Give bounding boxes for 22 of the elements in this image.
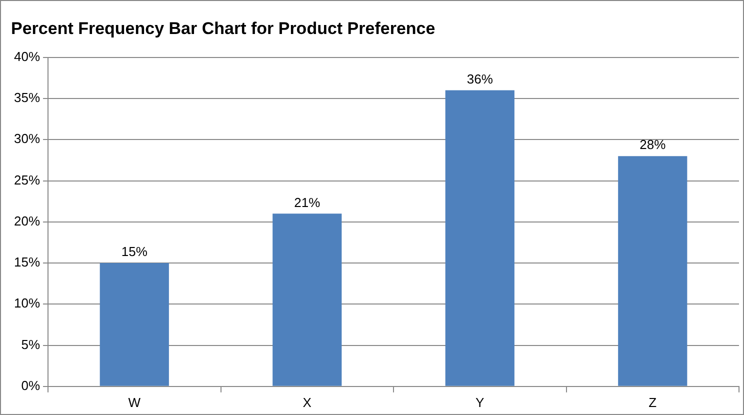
x-tick-label: W [128, 394, 142, 410]
y-tick-label: 25% [14, 172, 40, 188]
y-tick-label: 15% [14, 254, 40, 270]
x-tick-label: Y [476, 394, 485, 410]
y-tick-label: 40% [14, 48, 40, 64]
y-tick-label: 35% [14, 90, 40, 106]
y-tick-label: 10% [14, 296, 40, 311]
data-label: 28% [640, 137, 666, 152]
x-tick-label: Z [648, 394, 657, 410]
data-label: 21% [294, 194, 321, 210]
y-tick-label: 5% [21, 336, 40, 352]
data-label: 36% [466, 71, 494, 86]
bar [272, 214, 342, 386]
y-tick-label: 0% [21, 378, 40, 393]
bar [445, 90, 514, 386]
y-tick-label: 20% [14, 213, 40, 228]
bar [618, 156, 688, 386]
bar [100, 263, 169, 386]
x-tick-label: X [302, 394, 312, 410]
chart-title: Percent Frequency Bar Chart for Product Preference [11, 18, 436, 38]
data-label: 15% [121, 244, 148, 260]
y-tick-label: 30% [14, 131, 40, 146]
